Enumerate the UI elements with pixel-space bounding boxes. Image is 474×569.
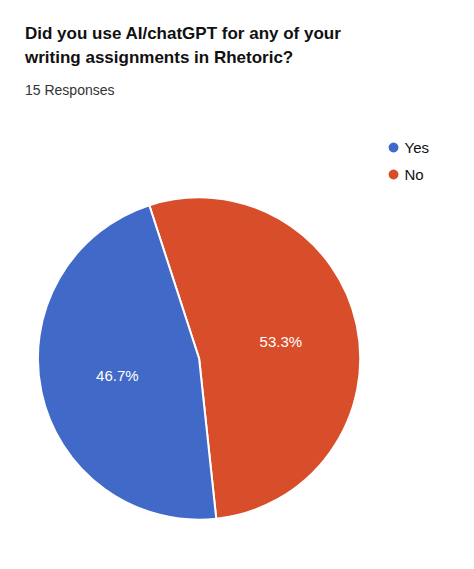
svg-text:Did you use AI/chatGPT for any: Did you use AI/chatGPT for any of your bbox=[25, 24, 341, 43]
svg-text:No: No bbox=[405, 166, 424, 183]
svg-text:15 Responses: 15 Responses bbox=[25, 82, 115, 98]
svg-text:46.7%: 46.7% bbox=[96, 367, 139, 384]
svg-text:Yes: Yes bbox=[405, 139, 429, 156]
svg-text:writing assignments in Rhetori: writing assignments in Rhetoric? bbox=[24, 48, 293, 67]
svg-text:53.3%: 53.3% bbox=[260, 333, 303, 350]
